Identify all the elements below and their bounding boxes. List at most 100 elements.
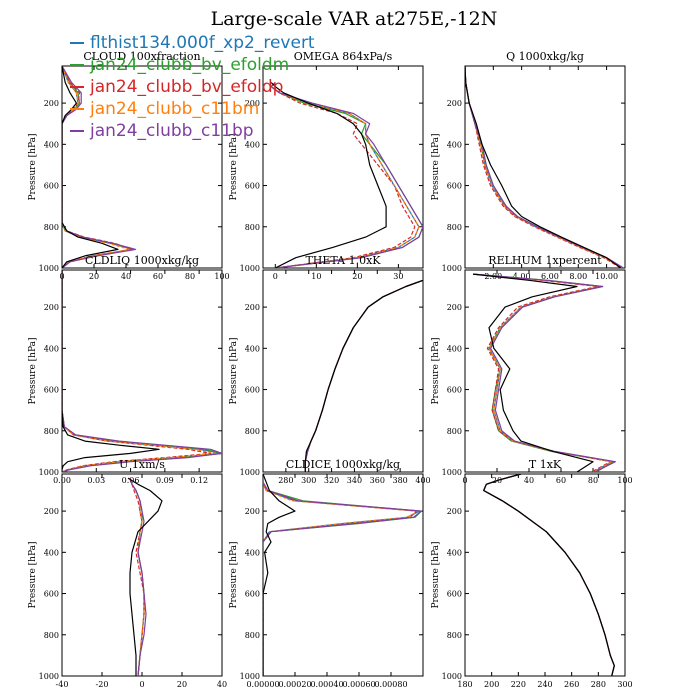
x-tick-label: 60 [153, 272, 163, 281]
x-tick-label: 40 [524, 476, 534, 485]
legend-item: jan24_clubb_bv_efoldm [70, 55, 289, 75]
plot-frame [464, 65, 626, 269]
y-tick-label: 1000 [39, 468, 59, 477]
y-tick-label: 600 [245, 386, 260, 395]
y-tick-label: 400 [44, 140, 59, 149]
series-lines [263, 474, 422, 676]
x-tick-label: 240 [537, 680, 552, 689]
panel-title: T 1xK [529, 458, 562, 471]
series-line-5 [129, 477, 147, 676]
series-line-2 [304, 279, 423, 472]
plot-frame [262, 65, 424, 269]
y-tick-label: 600 [245, 590, 260, 599]
reference-line [304, 279, 423, 472]
x-tick-label: 0.12 [190, 476, 208, 485]
x-tick-label: 260 [564, 680, 579, 689]
x-tick-label: 0.00020 [278, 680, 311, 689]
y-axis-label: Pressure [hPa] [431, 541, 441, 608]
x-tick-label: 320 [324, 476, 339, 485]
plot-frame [464, 473, 626, 677]
y-tick-label: 1000 [39, 672, 59, 681]
y-tick-label: 800 [245, 427, 260, 436]
panel-title: Q 1000xkg/kg [506, 50, 584, 63]
panel-title: RELHUM 1xpercent [488, 254, 602, 267]
y-axis-label: Pressure [hPa] [28, 337, 38, 404]
y-tick-label: 200 [44, 303, 59, 312]
x-tick-label: 80 [185, 272, 195, 281]
y-tick-label: 1000 [442, 264, 462, 273]
series-lines [483, 474, 615, 676]
x-tick-label: 300 [301, 476, 316, 485]
y-tick-label: 1000 [240, 264, 260, 273]
y-tick-label: 800 [44, 223, 59, 232]
y-tick-label: 1000 [442, 672, 462, 681]
y-tick-label: 400 [447, 344, 462, 353]
x-tick-label: 180 [457, 680, 472, 689]
y-tick-label: 400 [245, 548, 260, 557]
panel-title: OMEGA 864xPa/s [294, 50, 393, 63]
series-line-1 [483, 474, 615, 676]
legend-item: jan24_clubb_c11bm [70, 99, 259, 119]
x-tick-label: 360 [370, 476, 385, 485]
y-tick-label: 400 [44, 344, 59, 353]
series-line-5 [270, 82, 423, 268]
x-tick-label: 200 [484, 680, 499, 689]
x-tick-label: 10.00 [595, 272, 618, 281]
series-line-4 [483, 474, 615, 676]
x-tick-label: -20 [96, 680, 109, 689]
y-tick-label: 200 [245, 99, 260, 108]
y-tick-label: 800 [447, 631, 462, 640]
y-tick-label: 800 [447, 223, 462, 232]
series-line-5 [304, 279, 423, 472]
legend-item: jan24_clubb_c11bp [70, 121, 254, 141]
panel-title: CLOUD 100xfraction [83, 50, 200, 63]
series-lines [472, 273, 617, 472]
x-tick-label: 40 [217, 680, 227, 689]
x-tick-label: 220 [511, 680, 526, 689]
x-tick-label: 280 [591, 680, 606, 689]
y-tick-label: 600 [447, 590, 462, 599]
legend-label: jan24_clubb_bv_efoldp [89, 77, 283, 97]
y-axis-label: Pressure [hPa] [28, 133, 38, 200]
series-line-4 [472, 273, 613, 472]
legend-label: jan24_clubb_bv_efoldm [89, 55, 289, 75]
reference-line [127, 477, 163, 676]
x-tick-label: 340 [347, 476, 362, 485]
panel-title: CLDICE 1000xkg/kg [286, 458, 400, 471]
x-tick-label: 0.00000 [246, 680, 279, 689]
series-line-3 [270, 82, 416, 268]
x-tick-label: 20 [352, 272, 362, 281]
panel-8: CLDICE 1000xkg/kg Pressure [hPa] 200 400 600… [229, 458, 424, 689]
y-tick-label: 1000 [442, 468, 462, 477]
series-line-3 [62, 270, 212, 472]
reference-line [465, 66, 622, 268]
series-line-5 [483, 474, 615, 676]
x-tick-label: 4.00 [513, 272, 531, 281]
reference-line [62, 66, 119, 268]
series-lines [62, 270, 222, 472]
y-axis-label: Pressure [hPa] [28, 541, 38, 608]
y-tick-label: 600 [245, 182, 260, 191]
legend-label: flthist134.000f_xp2_revert [90, 33, 315, 53]
x-tick-label: 0 [273, 272, 278, 281]
y-tick-label: 800 [245, 223, 260, 232]
series-line-3 [472, 273, 612, 472]
series-lines [270, 82, 423, 268]
series-line-4 [270, 82, 420, 268]
y-axis-label: Pressure [hPa] [431, 337, 441, 404]
x-tick-label: 0.00040 [310, 680, 343, 689]
y-tick-label: 800 [44, 427, 59, 436]
series-line-4 [465, 66, 623, 268]
x-tick-label: 30 [393, 272, 403, 281]
y-tick-label: 1000 [39, 264, 59, 273]
legend: flthist134.000f_xp2_revertjan24_clubb_bv… [70, 33, 315, 141]
y-tick-label: 800 [245, 631, 260, 640]
y-axis-label: Pressure [hPa] [229, 541, 239, 608]
x-tick-label: 8.00 [569, 272, 587, 281]
y-tick-label: 600 [44, 590, 59, 599]
y-tick-label: 200 [245, 303, 260, 312]
y-tick-label: 400 [245, 344, 260, 353]
